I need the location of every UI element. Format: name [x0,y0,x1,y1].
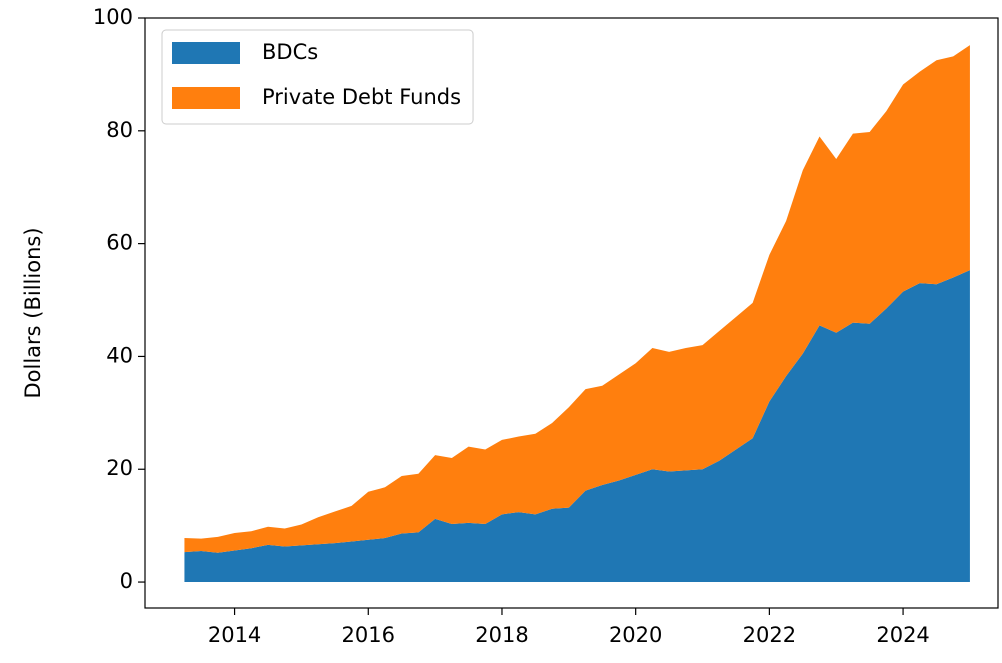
legend-label: BDCs [262,40,318,64]
area [184,45,970,553]
x-tick-label: 2024 [876,623,929,647]
x-tick-label: 2016 [342,623,395,647]
x-tick-label: 2018 [475,623,528,647]
y-tick-label: 40 [106,343,133,367]
x-tick-label: 2020 [609,623,662,647]
legend-swatch [172,42,240,64]
y-tick-label: 80 [106,118,133,142]
y-tick-label: 60 [106,231,133,255]
y-tick-label: 100 [93,5,133,29]
x-tick-label: 2022 [743,623,796,647]
legend-swatch [172,87,240,109]
legend-label: Private Debt Funds [262,85,461,109]
area [184,270,970,583]
y-axis-label: Dollars (Billions) [21,227,45,398]
x-tick-label: 2014 [208,623,261,647]
y-tick-label: 0 [120,569,133,593]
y-tick-label: 20 [106,456,133,480]
plot-frame [144,17,999,609]
legend: BDCs Private Debt Funds [161,29,474,125]
